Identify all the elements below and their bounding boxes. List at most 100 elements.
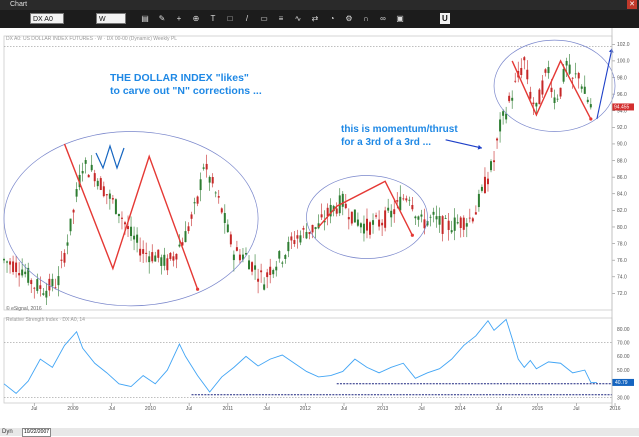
shape-icon[interactable]: □ <box>227 14 233 23</box>
candle-body <box>432 211 435 215</box>
annotation-text-1b: to carve out "N" corrections ... <box>110 85 262 97</box>
candle-body <box>550 87 553 93</box>
candle-body <box>365 218 368 231</box>
zoom-icon[interactable]: ⊕ <box>192 14 200 23</box>
candle-body <box>111 198 114 200</box>
candle-body <box>574 73 577 75</box>
candle-body <box>426 221 429 226</box>
candle-body <box>302 228 305 230</box>
candle-body <box>535 102 538 107</box>
text-icon[interactable]: T <box>210 14 216 23</box>
candle-body <box>462 217 465 230</box>
chart-type-icon[interactable]: ▤ <box>141 14 149 23</box>
studies-icon[interactable]: ∿ <box>294 14 302 23</box>
candle-body <box>577 72 580 79</box>
candle-body <box>93 173 96 182</box>
candle-body <box>423 219 426 229</box>
candle-body <box>532 102 535 105</box>
candle-body <box>84 160 87 164</box>
candle-body <box>541 80 544 95</box>
rsi-panel-frame <box>3 317 613 404</box>
candle-body <box>269 266 272 275</box>
candle-body <box>248 260 251 270</box>
candle-body <box>308 231 311 235</box>
candle-body <box>18 273 21 276</box>
rsi-line <box>3 318 597 395</box>
window-title: Chart <box>10 1 28 8</box>
projection-arrowhead-1 <box>477 144 482 150</box>
candle-body <box>314 227 317 230</box>
n-pattern-3 <box>511 59 592 120</box>
x-axis-tick-label: Jul <box>418 406 424 412</box>
candle-body <box>66 242 69 246</box>
line-icon[interactable]: / <box>245 14 249 23</box>
status-bar: Dyn 10/22/2007 <box>0 428 639 437</box>
draw-icon[interactable]: ✎ <box>158 14 166 23</box>
candle-body <box>344 203 347 209</box>
candle-body <box>51 278 54 287</box>
rectangle-icon[interactable]: ▭ <box>260 14 268 23</box>
candle-body <box>202 167 205 169</box>
indicator-icon[interactable]: ◔ <box>329 14 335 23</box>
magnet-icon[interactable]: ∩ <box>363 14 369 23</box>
candle-body <box>6 261 9 263</box>
candle-body <box>429 216 432 218</box>
chart-area[interactable]: 72.0 74.0 76.0 78.0 80.0 82.0 84.0 86.0 88.0 90.0… <box>0 28 639 428</box>
candle-body <box>384 210 387 228</box>
candle-body <box>381 222 384 226</box>
annotation-text-2b: for a 3rd of a 3rd ... <box>341 137 432 148</box>
candle-body <box>486 178 489 185</box>
x-axis-tick-label: Jul <box>186 406 192 412</box>
x-axis-tick-label: Jul <box>108 406 114 412</box>
price-y-tick-label: 94.0 <box>617 109 627 115</box>
candle-body <box>30 280 33 285</box>
candle-body <box>496 138 499 141</box>
candle-body <box>235 247 238 251</box>
candle-body <box>420 214 423 217</box>
candle-body <box>553 97 556 104</box>
candle-body <box>266 272 269 278</box>
n-pattern-1 <box>63 143 199 290</box>
n-pattern-2 <box>318 180 413 236</box>
candle-body <box>402 198 405 200</box>
candle-body <box>226 224 229 233</box>
interval-select[interactable]: W <box>96 13 126 24</box>
candle-body <box>187 226 190 232</box>
settings-icon[interactable]: ⚙ <box>345 14 353 23</box>
candle-body <box>151 252 154 262</box>
candle-body <box>75 189 78 197</box>
candle-body <box>33 287 36 289</box>
compare-icon[interactable]: ⇄ <box>311 14 319 23</box>
candle-body <box>142 249 145 254</box>
projection-arrow-2 <box>596 48 613 120</box>
candle-body <box>408 199 411 201</box>
candle-body <box>514 80 517 82</box>
toolbar-toggle-button[interactable]: U <box>440 13 450 24</box>
save-icon[interactable]: ▣ <box>396 14 404 23</box>
candle-body <box>139 248 142 256</box>
candle-body <box>163 254 166 266</box>
link-icon[interactable]: ∞ <box>380 14 386 23</box>
candle-body <box>172 256 175 261</box>
symbol-input[interactable]: DX A0 <box>30 13 64 24</box>
x-axis-tick-label: 2012 <box>300 406 311 412</box>
candle-body <box>359 223 362 228</box>
price-y-tick-label: 84.0 <box>617 192 627 198</box>
candle-body <box>538 89 541 105</box>
annotation-text-1a: THE DOLLAR INDEX "likes" <box>110 72 249 84</box>
candle-body <box>580 86 583 89</box>
candle-body <box>287 241 290 252</box>
candle-body <box>211 177 214 184</box>
candle-body <box>69 218 72 232</box>
candle-body <box>114 199 117 214</box>
candle-body <box>350 211 353 224</box>
x-axis-tick-label: 2013 <box>377 406 388 412</box>
fibonacci-icon[interactable]: ≡ <box>278 14 284 23</box>
candle-body <box>72 209 75 213</box>
crosshair-icon[interactable]: + <box>176 14 182 23</box>
candle-body <box>42 293 45 295</box>
n-zigzag-icon <box>95 144 125 170</box>
close-icon[interactable]: ✕ <box>627 0 637 9</box>
projection-arrow-1 <box>445 139 483 149</box>
